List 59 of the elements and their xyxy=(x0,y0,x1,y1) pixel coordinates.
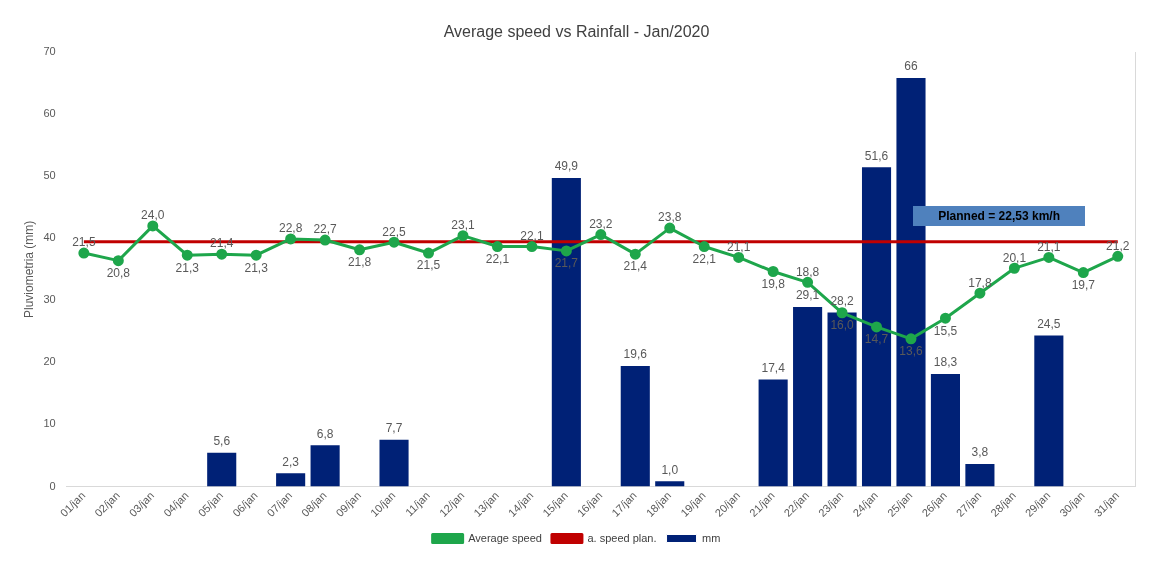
data-label: 20,1 xyxy=(1002,250,1027,265)
data-label: 14,7 xyxy=(864,332,889,347)
data-label: 20,8 xyxy=(106,265,131,280)
data-label: 22,8 xyxy=(278,221,303,236)
legend-label: a. speed plan. xyxy=(587,531,657,544)
data-label: 29,1 xyxy=(795,288,820,303)
y-tick-label: 50 xyxy=(43,169,56,182)
data-label: 22,1 xyxy=(520,228,544,243)
legend-label: mm xyxy=(702,531,721,544)
data-label: 22,5 xyxy=(382,224,407,239)
data-label: 24,0 xyxy=(141,208,165,223)
data-label: 21,2 xyxy=(1106,238,1130,253)
y-tick-label: 60 xyxy=(43,107,56,120)
data-label: 18,3 xyxy=(933,355,958,370)
y-tick-label: 0 xyxy=(49,479,56,492)
data-label: 18,8 xyxy=(795,264,820,279)
data-label: 24,5 xyxy=(1037,316,1061,331)
data-label: 16,0 xyxy=(830,318,855,333)
data-label: 17,4 xyxy=(761,360,786,375)
data-label: 21,5 xyxy=(72,235,96,250)
data-label: 3,8 xyxy=(971,445,989,460)
data-label: 21,8 xyxy=(347,255,372,270)
data-label: 22,7 xyxy=(313,222,338,237)
data-label: 49,9 xyxy=(554,159,579,174)
data-label: 21,1 xyxy=(726,239,751,254)
data-label: 19,8 xyxy=(761,276,786,291)
data-label: 19,6 xyxy=(623,347,648,362)
y-tick-label: 10 xyxy=(43,417,56,430)
data-label: 23,1 xyxy=(451,217,475,232)
data-label: 21,3 xyxy=(244,260,269,275)
data-label: 21,3 xyxy=(175,260,200,275)
data-label: 21,5 xyxy=(416,258,441,273)
note-box: Planned = 22,53 km/h xyxy=(913,206,1085,226)
data-label: 22,1 xyxy=(485,251,510,266)
legend-label: Average speed xyxy=(468,531,542,544)
data-label: 23,2 xyxy=(589,216,613,231)
data-label: 6,8 xyxy=(316,426,334,441)
data-label: 51,6 xyxy=(864,148,889,163)
y-tick-label: 30 xyxy=(43,293,56,306)
data-label: 21,7 xyxy=(554,256,579,271)
y-tick-label: 40 xyxy=(43,231,56,244)
data-label: 19,7 xyxy=(1071,277,1096,292)
data-label: 15,5 xyxy=(933,323,958,338)
y-tick-label: 20 xyxy=(43,355,56,368)
data-label: 5,6 xyxy=(213,434,231,449)
data-label: 23,8 xyxy=(658,210,682,225)
data-label: 17,8 xyxy=(968,275,992,290)
data-label: 66 xyxy=(904,59,918,74)
data-label: 2,3 xyxy=(282,454,300,469)
data-label: 21,4 xyxy=(623,259,648,274)
data-label: 28,2 xyxy=(830,293,855,308)
data-label: 21,1 xyxy=(1037,239,1061,254)
chart-title: Average speed vs Rainfall - Jan/2020 xyxy=(443,23,710,41)
data-label: 13,6 xyxy=(899,344,923,359)
y-axis-title: Pluviometria (mm) xyxy=(21,220,36,319)
data-label: 7,7 xyxy=(385,421,403,436)
data-label: 1,0 xyxy=(661,462,679,477)
data-label: 22,1 xyxy=(692,251,717,266)
y-tick-label: 70 xyxy=(43,45,56,58)
